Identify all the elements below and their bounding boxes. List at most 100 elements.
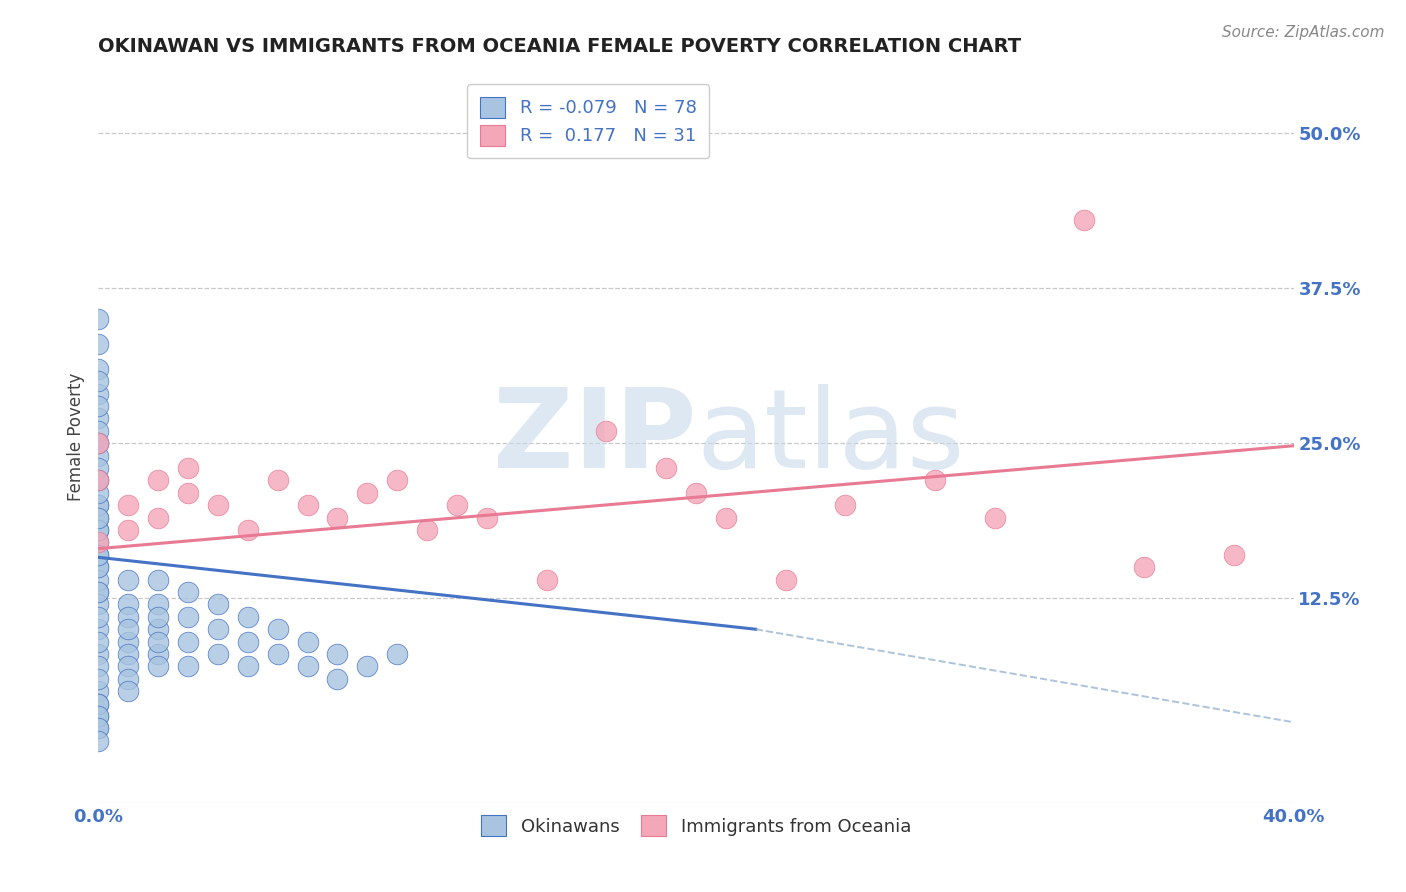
Point [267, 622, 290, 636]
Point [207, 622, 229, 636]
Point [87, 709, 110, 723]
Point [87, 610, 110, 624]
Point [207, 598, 229, 612]
Point [385, 647, 409, 661]
Point [177, 610, 200, 624]
Point [924, 474, 946, 488]
Point [177, 634, 200, 648]
Point [714, 510, 737, 524]
Point [1073, 213, 1095, 227]
Point [148, 634, 170, 648]
Point [236, 659, 259, 673]
Point [87, 560, 110, 574]
Point [87, 697, 110, 711]
Point [87, 374, 110, 388]
Point [148, 622, 170, 636]
Point [87, 535, 110, 549]
Point [207, 498, 229, 512]
Point [87, 510, 110, 524]
Point [148, 659, 170, 673]
Point [87, 498, 110, 512]
Point [87, 436, 110, 450]
Text: atlas: atlas [696, 384, 965, 491]
Point [326, 647, 349, 661]
Point [148, 510, 170, 524]
Point [475, 510, 498, 524]
Point [117, 598, 139, 612]
Point [87, 399, 110, 413]
Point [177, 585, 200, 599]
Point [148, 474, 170, 488]
Point [416, 523, 439, 537]
Point [87, 523, 110, 537]
Point [1223, 548, 1246, 562]
Point [356, 486, 378, 500]
Point [177, 461, 200, 475]
Point [87, 548, 110, 562]
Point [236, 610, 259, 624]
Point [87, 585, 110, 599]
Point [536, 573, 558, 587]
Point [117, 498, 139, 512]
Point [87, 560, 110, 574]
Point [117, 622, 139, 636]
Point [297, 498, 319, 512]
Legend: Okinawans, Immigrants from Oceania: Okinawans, Immigrants from Oceania [472, 806, 920, 845]
Point [87, 436, 110, 450]
Point [87, 474, 110, 488]
Point [117, 672, 139, 686]
Point [685, 486, 707, 500]
Point [1133, 560, 1156, 574]
Point [834, 498, 856, 512]
Point [297, 659, 319, 673]
Point [87, 734, 110, 748]
Point [326, 510, 349, 524]
Text: Source: ZipAtlas.com: Source: ZipAtlas.com [1222, 25, 1385, 40]
Point [117, 523, 139, 537]
Point [87, 337, 110, 351]
Point [775, 573, 797, 587]
Point [87, 449, 110, 463]
Point [87, 573, 110, 587]
Point [87, 510, 110, 524]
Point [87, 709, 110, 723]
Y-axis label: Female Poverty: Female Poverty [67, 373, 86, 501]
Point [267, 647, 290, 661]
Point [148, 647, 170, 661]
Point [117, 659, 139, 673]
Point [148, 610, 170, 624]
Point [148, 598, 170, 612]
Point [87, 474, 110, 488]
Point [595, 424, 617, 438]
Point [148, 573, 170, 587]
Point [87, 722, 110, 736]
Point [267, 474, 290, 488]
Point [236, 634, 259, 648]
Point [87, 598, 110, 612]
Point [87, 697, 110, 711]
Point [87, 498, 110, 512]
Point [117, 610, 139, 624]
Text: OKINAWAN VS IMMIGRANTS FROM OCEANIA FEMALE POVERTY CORRELATION CHART: OKINAWAN VS IMMIGRANTS FROM OCEANIA FEMA… [98, 37, 1022, 56]
Point [87, 684, 110, 698]
Point [87, 312, 110, 326]
Point [87, 634, 110, 648]
Point [297, 634, 319, 648]
Text: ZIP: ZIP [492, 384, 696, 491]
Point [236, 523, 259, 537]
Point [87, 659, 110, 673]
Point [117, 573, 139, 587]
Point [984, 510, 1007, 524]
Point [446, 498, 468, 512]
Point [87, 486, 110, 500]
Point [87, 548, 110, 562]
Point [87, 672, 110, 686]
Point [177, 486, 200, 500]
Point [87, 461, 110, 475]
Point [87, 436, 110, 450]
Point [87, 386, 110, 401]
Point [87, 411, 110, 425]
Point [87, 585, 110, 599]
Point [117, 634, 139, 648]
Point [117, 684, 139, 698]
